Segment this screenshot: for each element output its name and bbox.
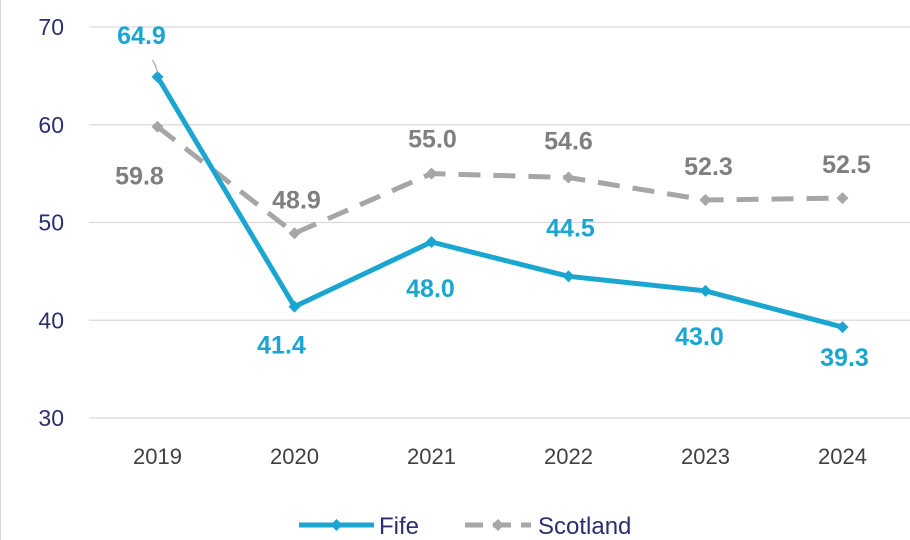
data-label: 54.6 (544, 128, 593, 156)
legend: Fife Scotland (299, 513, 631, 540)
data-point-marker (562, 270, 575, 283)
x-tick-label: 2023 (681, 444, 730, 469)
series-lines (151, 70, 849, 334)
data-label: 39.3 (820, 344, 869, 372)
data-label: 48.9 (272, 186, 321, 214)
x-tick-label: 2020 (270, 444, 319, 469)
series-line-fife (155, 75, 844, 330)
data-point-marker (288, 227, 301, 240)
data-point-marker (836, 321, 849, 334)
x-tick-label: 2022 (544, 444, 593, 469)
data-label: 44.5 (546, 214, 595, 242)
data-label: 48.0 (406, 275, 455, 303)
data-point-marker (836, 192, 849, 205)
data-point-marker (562, 171, 575, 184)
y-tick-label: 40 (38, 307, 64, 333)
data-label: 43.0 (675, 323, 724, 351)
gridlines (89, 26, 910, 419)
data-point-marker (151, 120, 164, 133)
data-label: 55.0 (408, 126, 457, 154)
y-tick-label: 50 (38, 210, 64, 236)
data-label: 59.8 (115, 163, 164, 191)
data-point-marker (699, 194, 712, 207)
y-tick-label: 60 (38, 112, 64, 138)
x-tick-label: 2021 (407, 444, 456, 469)
data-point-marker (288, 300, 301, 313)
x-tick-label: 2019 (133, 444, 182, 469)
data-label: 52.5 (822, 151, 871, 179)
y-tick-label: 70 (38, 14, 64, 40)
leader-line (151, 59, 159, 73)
series-line-scotland (155, 124, 843, 236)
data-labels: 59.8 48.9 55.0 54.6 52.3 52.5 64.9 41.4 48.0 44.5… (115, 22, 871, 372)
data-label: 64.9 (117, 22, 166, 50)
x-axis-ticks: 2019 2020 2021 2022 2023 2024 (133, 444, 867, 469)
legend-label: Fife (379, 513, 419, 540)
data-label: 52.3 (684, 153, 733, 181)
data-label: 41.4 (257, 332, 306, 360)
y-axis-ticks: 30 40 50 60 70 (38, 14, 64, 431)
legend-marker (492, 519, 504, 531)
x-tick-label: 2024 (818, 444, 867, 469)
legend-label: Scotland (538, 513, 631, 540)
data-point-marker (151, 70, 164, 83)
data-point-marker (425, 236, 438, 249)
legend-marker (330, 519, 343, 531)
y-tick-label: 30 (38, 405, 64, 431)
data-point-marker (425, 167, 438, 180)
data-point-marker (699, 284, 712, 297)
